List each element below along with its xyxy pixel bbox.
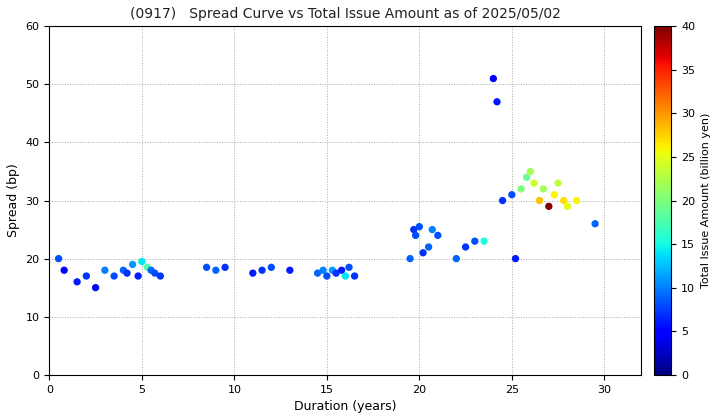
Point xyxy=(506,192,518,198)
Point xyxy=(330,270,342,276)
Title: (0917)   Spread Curve vs Total Issue Amount as of 2025/05/02: (0917) Spread Curve vs Total Issue Amoun… xyxy=(130,7,561,21)
Point xyxy=(327,267,338,273)
Point xyxy=(121,270,132,276)
Point xyxy=(451,255,462,262)
Point xyxy=(90,284,102,291)
Point xyxy=(343,264,355,270)
Point xyxy=(201,264,212,270)
Point xyxy=(284,267,296,273)
Point xyxy=(528,180,540,186)
Point xyxy=(58,267,70,273)
Point xyxy=(348,273,360,279)
Point xyxy=(266,264,277,270)
Point xyxy=(142,264,153,270)
Point xyxy=(145,267,157,273)
Point xyxy=(469,238,480,244)
Point xyxy=(155,273,166,279)
Point xyxy=(432,232,444,239)
Point xyxy=(408,226,420,233)
Y-axis label: Spread (bp): Spread (bp) xyxy=(7,164,20,237)
Point xyxy=(478,238,490,244)
Point xyxy=(521,174,532,181)
Point xyxy=(136,258,148,265)
Point xyxy=(127,261,138,268)
Point xyxy=(312,270,323,276)
Point xyxy=(571,197,582,204)
Point xyxy=(117,267,129,273)
Point xyxy=(81,273,92,279)
Point xyxy=(318,267,329,273)
Point xyxy=(538,186,549,192)
Point xyxy=(497,197,508,204)
Point xyxy=(210,267,222,273)
Point xyxy=(487,75,499,82)
Point xyxy=(589,220,600,227)
Point xyxy=(321,273,333,279)
Point xyxy=(108,273,120,279)
Point xyxy=(149,270,161,276)
Point xyxy=(543,203,554,210)
Point xyxy=(491,98,503,105)
Point xyxy=(549,192,560,198)
Y-axis label: Total Issue Amount (billion yen): Total Issue Amount (billion yen) xyxy=(701,113,711,288)
Point xyxy=(340,273,351,279)
Point xyxy=(516,186,527,192)
Point xyxy=(99,267,111,273)
Point xyxy=(552,180,564,186)
Point xyxy=(510,255,521,262)
Point xyxy=(132,273,144,279)
Point xyxy=(460,244,472,250)
Point xyxy=(336,267,347,273)
Point xyxy=(534,197,545,204)
Point xyxy=(418,249,429,256)
Point xyxy=(220,264,231,270)
Point xyxy=(256,267,268,273)
Point xyxy=(410,232,421,239)
X-axis label: Duration (years): Duration (years) xyxy=(294,400,397,413)
Point xyxy=(423,244,434,250)
Point xyxy=(71,278,83,285)
Point xyxy=(562,203,573,210)
Point xyxy=(426,226,438,233)
Point xyxy=(525,168,536,175)
Point xyxy=(405,255,416,262)
Point xyxy=(558,197,570,204)
Point xyxy=(413,223,425,230)
Point xyxy=(247,270,258,276)
Point xyxy=(53,255,64,262)
